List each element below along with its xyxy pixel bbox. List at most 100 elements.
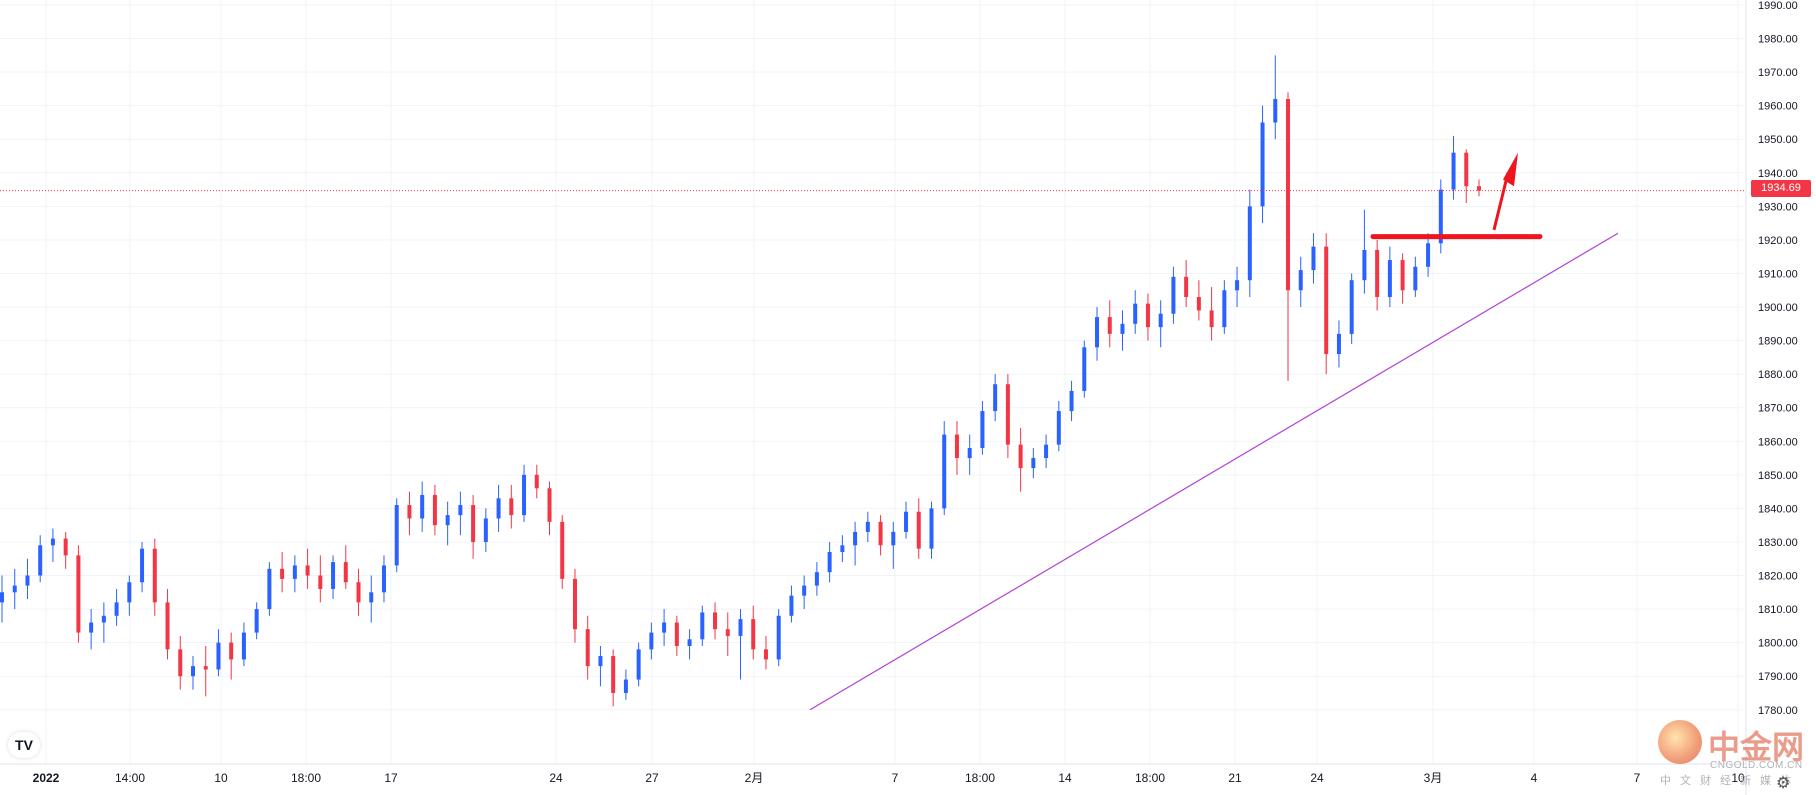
candle-body [267, 568, 272, 610]
candle-body [25, 575, 30, 586]
candle-body [776, 615, 781, 660]
candle [471, 494, 476, 559]
candle [127, 575, 132, 616]
price-tick-label: 1930.00 [1758, 201, 1798, 213]
time-tick-label: 10 [214, 771, 228, 785]
candle-body [1196, 296, 1201, 311]
price-tick-label: 1860.00 [1758, 436, 1798, 448]
candle-body [942, 434, 947, 509]
candle-body [611, 656, 616, 693]
candle [25, 558, 30, 600]
candle-body [38, 545, 43, 576]
gear-icon[interactable]: ⚙ [1776, 775, 1791, 792]
candle-body [471, 505, 476, 542]
candle [1298, 256, 1303, 308]
candle-body [522, 474, 527, 516]
candle-body [1145, 303, 1150, 328]
candle-body [993, 384, 998, 412]
candle-body [458, 505, 463, 516]
candle [942, 421, 947, 516]
time-tick-label: 14:00 [115, 771, 145, 785]
candle-body [623, 679, 628, 693]
candle-body [1133, 303, 1138, 324]
candle [1171, 266, 1176, 324]
time-tick-label: 4 [1531, 771, 1538, 785]
candle [1247, 189, 1252, 297]
candle-body [356, 582, 361, 603]
time-tick-label: 18:00 [965, 771, 995, 785]
candle [891, 521, 896, 569]
candle [1018, 427, 1023, 492]
price-tick-label: 1940.00 [1758, 168, 1798, 180]
candle-body [1209, 310, 1214, 328]
candle [50, 528, 55, 563]
candle-body [547, 488, 552, 522]
candle-body [814, 572, 819, 586]
candle [1451, 135, 1456, 200]
candle [1005, 374, 1010, 459]
candle-body [12, 585, 17, 593]
annotation-layer [0, 152, 1746, 240]
candle-body [1349, 280, 1354, 334]
candle [1184, 260, 1189, 308]
watermark: 中金网 CNGOLD.COM.CN 中文财经新媒体 [1658, 720, 1808, 787]
candle [1413, 256, 1418, 297]
candle [967, 434, 972, 475]
candle-body [649, 632, 654, 650]
candle-body [1056, 411, 1061, 445]
candle [789, 585, 794, 623]
candle [101, 602, 106, 643]
candle [1095, 307, 1100, 361]
candle-body [152, 548, 157, 603]
price-tick-label: 1890.00 [1758, 336, 1798, 348]
candle [1044, 434, 1049, 469]
candle [369, 575, 374, 623]
price-tick-label: 1870.00 [1758, 403, 1798, 415]
candle-body [1222, 290, 1227, 328]
candle-body [1005, 384, 1010, 445]
candle [190, 656, 195, 690]
price-tick-label: 1960.00 [1758, 101, 1798, 113]
candle [292, 555, 297, 593]
candle [331, 555, 336, 600]
candle [1120, 310, 1125, 351]
candle-body [1247, 206, 1252, 281]
candle-body [369, 592, 374, 603]
candle-body [0, 592, 4, 603]
price-tick-label: 1820.00 [1758, 571, 1798, 583]
candle [840, 535, 845, 563]
candles-layer [0, 55, 1481, 707]
candle-body [954, 434, 959, 459]
candle-body [127, 582, 132, 603]
candle [1336, 320, 1341, 368]
candle-body [1286, 98, 1291, 291]
candle-body [254, 609, 259, 633]
last-price-tag: 1934.69 [1751, 180, 1811, 197]
candle-body [585, 629, 590, 667]
price-tick-label: 1970.00 [1758, 67, 1798, 79]
candle [853, 521, 858, 566]
candle [1477, 179, 1481, 197]
candle-body [76, 555, 81, 633]
candle-body [318, 575, 323, 589]
support-trendline [809, 232, 1619, 711]
candle [611, 649, 616, 707]
time-tick-label: 18:00 [1135, 771, 1165, 785]
candle [140, 541, 145, 593]
candle [216, 629, 221, 677]
candle-body [381, 565, 386, 593]
tradingview-logo-icon[interactable]: TV [8, 732, 40, 758]
candle-body [700, 612, 705, 640]
candle-body [1311, 246, 1316, 271]
candle-body [63, 538, 68, 556]
watermark-title: 中金网 [1708, 728, 1805, 766]
candle [241, 622, 246, 667]
time-tick-label: 27 [645, 771, 659, 785]
candle [254, 602, 259, 640]
time-tick-label: 7 [1634, 771, 1641, 785]
candle-body [636, 649, 641, 680]
candle [496, 484, 501, 532]
candle-body [980, 411, 985, 448]
